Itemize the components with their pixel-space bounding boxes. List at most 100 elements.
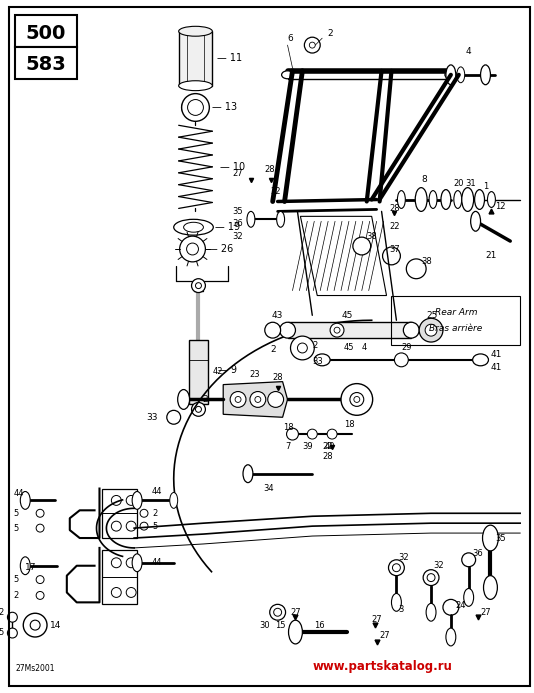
Circle shape: [112, 558, 121, 568]
Text: 33: 33: [146, 413, 158, 422]
Text: 2: 2: [13, 591, 19, 600]
Circle shape: [290, 336, 315, 360]
Text: 44: 44: [13, 489, 24, 498]
Text: 18: 18: [344, 420, 355, 429]
Text: 38: 38: [367, 231, 378, 240]
Circle shape: [126, 521, 136, 531]
Text: 4: 4: [362, 344, 367, 353]
Circle shape: [443, 599, 459, 615]
Text: 28: 28: [265, 166, 276, 175]
Ellipse shape: [397, 191, 405, 209]
Polygon shape: [223, 382, 287, 417]
Text: 45: 45: [342, 311, 354, 320]
Circle shape: [330, 323, 344, 337]
Circle shape: [126, 588, 136, 597]
Circle shape: [179, 236, 206, 262]
Bar: [391, 295, 520, 345]
Text: 44: 44: [152, 559, 162, 568]
Text: — 9: — 9: [218, 365, 237, 375]
Circle shape: [462, 553, 476, 567]
Ellipse shape: [281, 71, 294, 79]
Text: 39: 39: [302, 442, 312, 451]
Circle shape: [126, 558, 136, 568]
Text: Rear Arm: Rear Arm: [435, 308, 477, 317]
Ellipse shape: [288, 620, 302, 644]
Text: 41: 41: [490, 351, 502, 360]
Circle shape: [395, 353, 409, 367]
Ellipse shape: [454, 191, 462, 209]
Ellipse shape: [426, 604, 436, 621]
Text: 2: 2: [203, 395, 208, 404]
Text: 5: 5: [0, 628, 4, 637]
Circle shape: [287, 428, 299, 440]
Text: 583: 583: [26, 55, 66, 74]
Text: — 13: — 13: [213, 103, 238, 112]
Polygon shape: [301, 216, 387, 295]
Text: www.partskatalog.ru: www.partskatalog.ru: [312, 660, 452, 673]
Ellipse shape: [470, 211, 481, 231]
Ellipse shape: [446, 628, 456, 646]
Bar: [103, 489, 137, 538]
Circle shape: [23, 613, 47, 637]
Circle shape: [350, 392, 364, 406]
Ellipse shape: [20, 491, 30, 509]
Text: 22: 22: [271, 187, 281, 196]
Text: 5: 5: [13, 524, 19, 533]
Text: 36: 36: [232, 219, 243, 228]
Circle shape: [425, 324, 437, 336]
Bar: [103, 550, 137, 604]
Circle shape: [270, 604, 286, 620]
Ellipse shape: [179, 81, 213, 91]
Text: 32: 32: [433, 561, 444, 570]
Circle shape: [167, 410, 180, 424]
Bar: [287, 322, 411, 338]
Text: 24: 24: [456, 601, 466, 610]
Circle shape: [308, 429, 317, 439]
Text: 30: 30: [260, 621, 270, 630]
Text: 21: 21: [485, 252, 497, 261]
Ellipse shape: [483, 525, 498, 551]
Ellipse shape: [243, 465, 253, 482]
Ellipse shape: [441, 190, 451, 209]
Text: 20: 20: [454, 179, 465, 188]
Text: 45: 45: [344, 344, 355, 353]
Ellipse shape: [475, 190, 484, 209]
Ellipse shape: [446, 65, 456, 85]
Circle shape: [341, 384, 373, 415]
Text: 34: 34: [263, 484, 273, 493]
Circle shape: [112, 495, 121, 505]
Ellipse shape: [483, 576, 497, 599]
Circle shape: [406, 259, 426, 279]
Text: 4: 4: [466, 46, 472, 55]
Text: Bras arrière: Bras arrière: [429, 324, 482, 333]
Text: 29: 29: [402, 344, 412, 353]
Text: 2: 2: [152, 509, 157, 518]
Text: 2: 2: [327, 28, 333, 37]
Ellipse shape: [473, 354, 489, 366]
Circle shape: [250, 392, 266, 407]
Bar: [189, 340, 208, 405]
Bar: [15, 15, 77, 47]
Text: 28: 28: [389, 204, 400, 213]
Circle shape: [7, 612, 17, 622]
Text: 12: 12: [496, 202, 506, 211]
Text: 15: 15: [276, 621, 286, 630]
Circle shape: [423, 570, 439, 586]
Text: 27: 27: [372, 615, 382, 624]
Ellipse shape: [132, 554, 142, 572]
Ellipse shape: [280, 322, 295, 338]
Circle shape: [140, 523, 148, 530]
Ellipse shape: [488, 191, 496, 207]
Text: 7: 7: [285, 442, 290, 451]
Text: 27: 27: [380, 631, 390, 640]
Text: 5: 5: [13, 575, 19, 584]
Circle shape: [192, 403, 206, 416]
Text: 28: 28: [273, 373, 284, 382]
Text: 27Ms2001: 27Ms2001: [15, 664, 55, 673]
Circle shape: [304, 37, 320, 53]
Ellipse shape: [403, 322, 419, 338]
Text: 23: 23: [249, 370, 260, 379]
Text: 14: 14: [50, 621, 61, 630]
Ellipse shape: [132, 491, 142, 509]
Text: 37: 37: [389, 245, 400, 254]
